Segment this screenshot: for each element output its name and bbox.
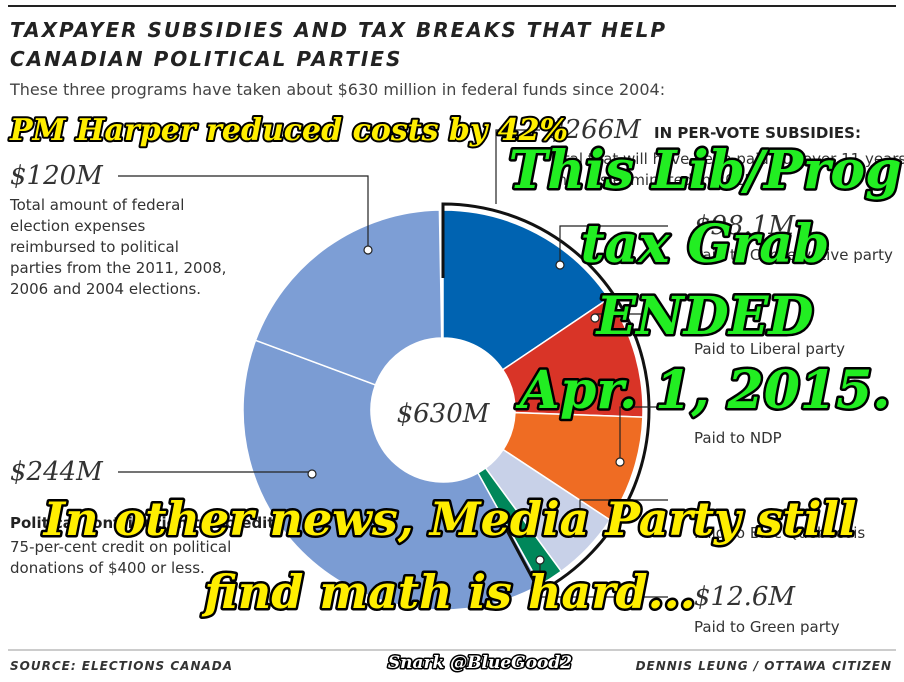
- donut-segment: [242, 339, 542, 611]
- leader-line: [559, 225, 668, 265]
- segment-description: parties from the 2011, 2008,: [10, 259, 226, 277]
- value-label: $120M: [10, 161, 104, 191]
- overlay-text: tax Grab: [581, 214, 830, 275]
- leader-line: [118, 175, 369, 250]
- segment-description: reimbursed to political: [10, 238, 179, 256]
- group-description: until it's eliminated in 2015: [548, 171, 754, 189]
- leader-line: [539, 560, 668, 598]
- segment-heading: Political contribution tax credits: [10, 514, 283, 532]
- leader-line: [619, 406, 668, 462]
- subtitle: These three programs have taken about $6…: [9, 80, 665, 99]
- credit: DENNIS LEUNG / OTTAWA CITIZEN: [636, 659, 892, 673]
- segment-description: 2006 and 2004 elections.: [10, 280, 201, 298]
- chart-title: CANADIAN POLITICAL PARTIES: [10, 47, 402, 71]
- segment-description: Paid to Liberal party: [694, 340, 845, 358]
- leader-dot: [535, 555, 545, 565]
- segment-description: Paid to Conservative party: [694, 246, 893, 264]
- segment-description: donations of $400 or less.: [10, 559, 205, 577]
- leader-dot: [615, 457, 625, 467]
- segment-description: Paid to NDP: [694, 429, 782, 447]
- segment-description: Paid to Green party: [694, 618, 840, 636]
- source: SOURCE: ELECTIONS CANADA: [10, 659, 233, 673]
- value-label: $12.6M: [694, 582, 796, 612]
- leader-dot: [575, 525, 585, 535]
- overlay-text: ENDED: [595, 286, 814, 347]
- overlay-text: This Lib/Prog: [509, 140, 902, 201]
- leader-line: [579, 499, 668, 530]
- donut: $630M $98.1M Paid to Conservative party Pai…: [9, 115, 904, 636]
- overlay-text: Apr. 1, 2015.: [515, 360, 891, 421]
- group-value-label: $266M: [548, 115, 642, 145]
- leader-dot: [590, 313, 600, 323]
- chart-title: TAXPAYER SUBSIDIES AND TAX BREAKS THAT H…: [10, 18, 667, 42]
- segment-description: Paid to Bloc Québécois: [694, 524, 865, 542]
- overlay-text: In other news, Media Party still: [42, 492, 857, 546]
- segment-description: Total amount of federal: [9, 196, 184, 214]
- leader-line: [495, 129, 540, 204]
- segment-description: election expenses: [10, 217, 146, 235]
- donut-segment: [254, 209, 443, 386]
- group-description: Total that will have been paid out over …: [547, 150, 904, 168]
- donut-segment: [442, 209, 610, 371]
- center-label: $630M: [397, 399, 491, 429]
- group-bracket: [441, 202, 651, 594]
- segment-description: 75-per-cent credit on political: [10, 538, 231, 556]
- value-label: $98.1M: [694, 211, 796, 241]
- leader-dot: [555, 260, 565, 270]
- leader-dot: [307, 469, 317, 479]
- value-label: $244M: [10, 457, 104, 487]
- overlay: PM Harper reduced costs by 42%This Lib/P…: [7, 111, 904, 675]
- overlay-text: find math is hard...: [201, 565, 695, 619]
- group-heading: IN PER-VOTE SUBSIDIES:: [654, 124, 861, 142]
- leader-dot: [363, 245, 373, 255]
- overlay-text: PM Harper reduced costs by 42%: [9, 113, 568, 148]
- signature: Snark @BlueGood2: [388, 653, 572, 673]
